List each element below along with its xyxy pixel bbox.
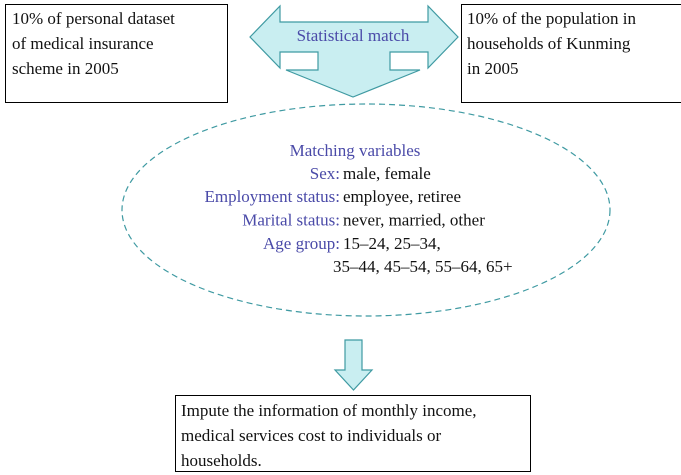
left-box-line: scheme in 2005 [12, 59, 119, 78]
bottom-box-line: households. [181, 451, 262, 470]
right-box-line: 10% of the population in [467, 9, 637, 28]
left-box [5, 4, 228, 103]
variable-value: never, married, other [343, 211, 485, 230]
variable-label: Employment status: [204, 187, 340, 206]
ellipse-title: Matching variables [290, 141, 421, 160]
variable-label: Age group: [263, 234, 340, 253]
bottom-box-line: medical services cost to individuals or [181, 426, 441, 445]
left-box-line: 10% of personal dataset [12, 9, 175, 28]
right-box-line: households of Kunming [467, 34, 631, 53]
arrow-label: Statistical match [297, 26, 410, 45]
variable-value: 35–44, 45–54, 55–64, 65+ [333, 257, 513, 276]
right-box-line: in 2005 [467, 59, 518, 78]
bottom-box [175, 395, 531, 472]
variable-label: Sex: [310, 164, 340, 183]
variable-value: employee, retiree [343, 187, 461, 206]
down-arrow [333, 339, 374, 391]
text-group: 10% of personal dataset of medical insura… [12, 9, 637, 470]
variable-value: male, female [343, 164, 431, 183]
variable-value: 15–24, 25–34, [343, 234, 441, 253]
match-arrow [249, 4, 459, 98]
variable-label: Marital status: [242, 211, 340, 230]
bottom-box-line: Impute the information of monthly income… [181, 401, 477, 420]
right-box [461, 4, 681, 103]
matching-ellipse [121, 103, 611, 317]
left-box-line: of medical insurance [12, 34, 154, 53]
